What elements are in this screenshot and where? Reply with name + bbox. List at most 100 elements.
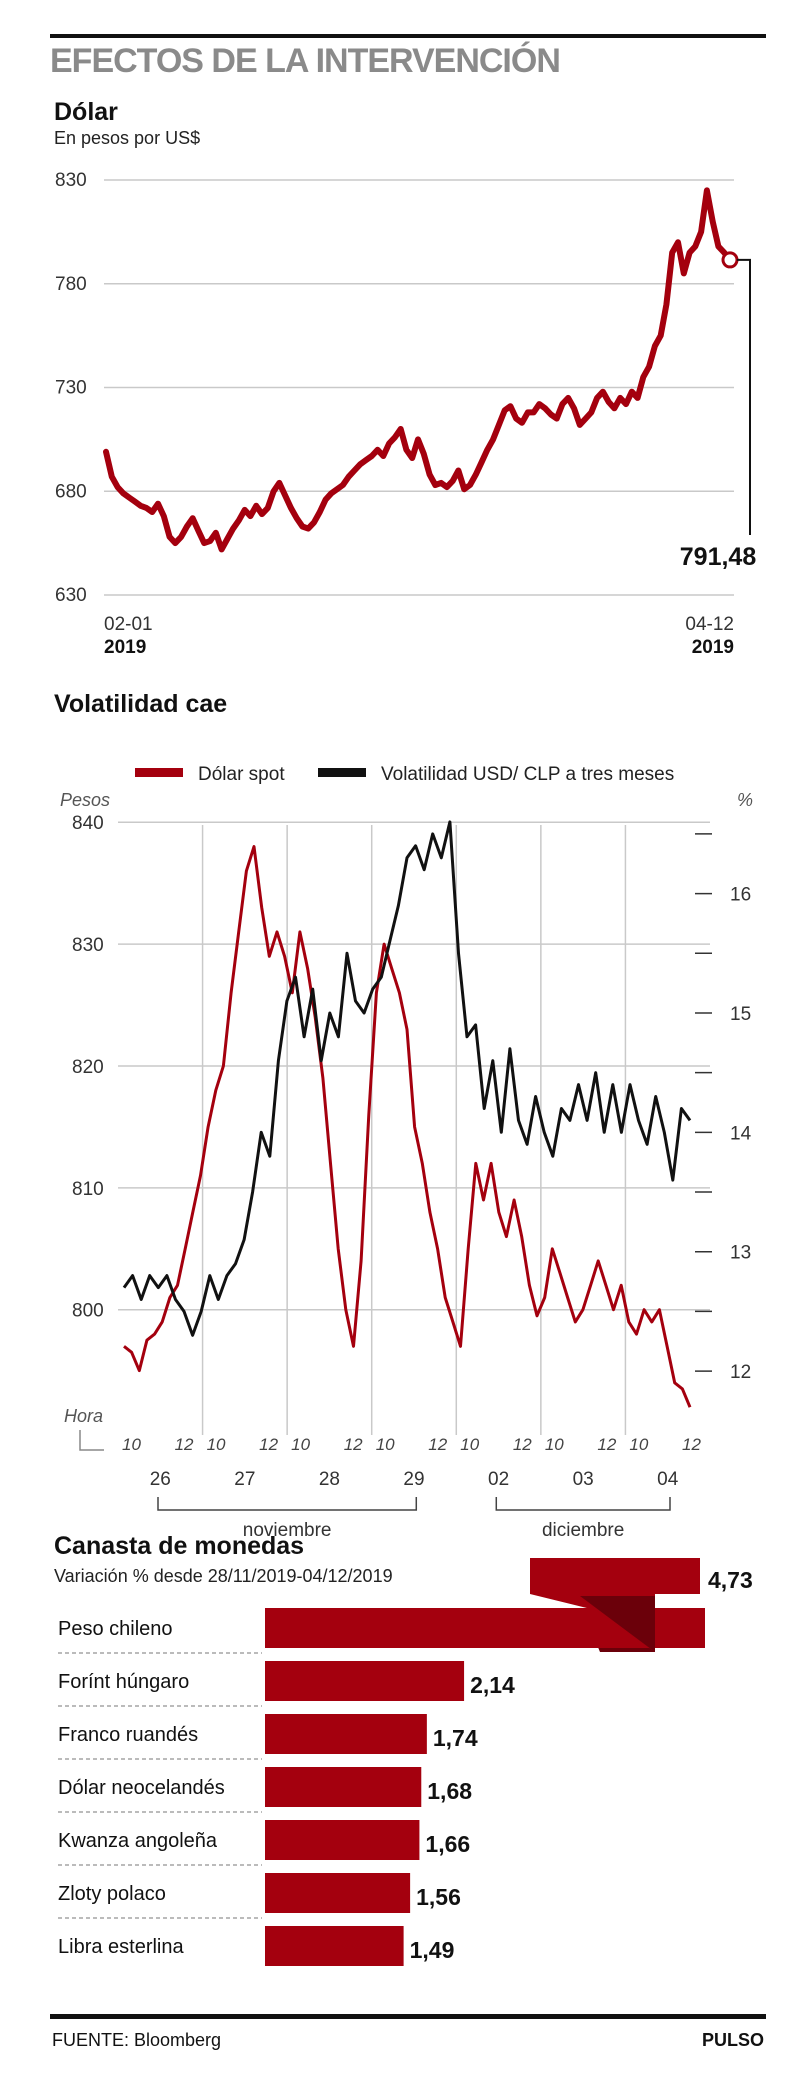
dolar-y-tick-label: 630 xyxy=(55,585,87,606)
dolar-y-axis: 630 680 730 780 830 xyxy=(55,170,87,606)
dolar-line-chart: 630 680 730 780 830 791,48 02-01 2019 04-12 … xyxy=(55,170,757,658)
bar xyxy=(265,1926,404,1966)
dolar-y-tick-label: 680 xyxy=(55,481,87,502)
bar-value-label: 1,66 xyxy=(425,1831,470,1857)
dolar-unit: En pesos por US$ xyxy=(54,128,201,148)
bar-value-label: 4,73 xyxy=(708,1567,753,1593)
month-label: diciembre xyxy=(542,1520,624,1541)
dolar-grid xyxy=(104,179,734,596)
legend-swatch-volatilidad xyxy=(318,768,366,777)
hora-bracket xyxy=(79,1430,104,1451)
bar-category-label: Libra esterlina xyxy=(58,1936,185,1958)
hour-tick-label: 12 xyxy=(513,1435,532,1454)
month-label: noviembre xyxy=(243,1520,332,1541)
dolar-last-value-callout-line xyxy=(737,258,751,535)
y-right-tick-label: 16 xyxy=(730,885,751,906)
day-label: 29 xyxy=(403,1469,424,1490)
day-label: 28 xyxy=(319,1469,340,1490)
series-line-dolar-spot xyxy=(123,845,692,1408)
bar xyxy=(265,1767,422,1807)
bar xyxy=(265,1661,465,1701)
y-right-axis: 12 13 14 15 16 xyxy=(695,833,752,1383)
dolar-x-axis: 02-01 2019 04-12 2019 xyxy=(104,614,734,658)
footer-rule xyxy=(50,2014,766,2019)
dolar-last-point xyxy=(721,251,739,269)
hour-tick-label: 10 xyxy=(207,1435,226,1454)
day-label: 26 xyxy=(150,1469,171,1490)
hour-tick-label: 12 xyxy=(175,1435,194,1454)
bar-category-label: Zloty polaco xyxy=(58,1883,166,1905)
bar-category-label: Kwanza angoleña xyxy=(58,1830,218,1852)
y-right-tick-label: 13 xyxy=(730,1243,751,1264)
hour-tick-label: 12 xyxy=(259,1435,278,1454)
canasta-bar-chart: Peso chileno 4,73 Forínt húngaro 2,14 Franco… xyxy=(58,1558,753,1966)
canasta-subtitle: Variación % desde 28/11/2019-04/12/2019 xyxy=(54,1566,393,1586)
y-left-tick-label: 800 xyxy=(72,1301,104,1322)
bar-value-label: 1,49 xyxy=(410,1937,455,1963)
legend-swatch-dolar-spot xyxy=(135,768,183,777)
dolar-last-value-label: 791,48 xyxy=(680,543,757,571)
hour-tick-label: 10 xyxy=(376,1435,395,1454)
bar-category-label: Franco ruandés xyxy=(58,1724,198,1746)
canasta-title: Canasta de monedas xyxy=(54,1532,305,1560)
hour-tick-label: 12 xyxy=(682,1435,701,1454)
y-left-tick-label: 840 xyxy=(72,813,104,834)
legend-label-volatilidad: Volatilidad USD/ CLP a tres meses xyxy=(381,764,674,785)
dolar-title: Dólar xyxy=(54,98,118,126)
bar-value-label: 2,14 xyxy=(470,1672,515,1698)
bar xyxy=(265,1873,411,1913)
day-label: 02 xyxy=(488,1469,509,1490)
bar xyxy=(265,1820,420,1860)
volatilidad-title: Volatilidad cae xyxy=(54,690,228,718)
hour-tick-label: 10 xyxy=(122,1435,141,1454)
month-bracket xyxy=(157,1497,418,1511)
y-left-tick-label: 820 xyxy=(72,1057,104,1078)
hour-tick-label: 12 xyxy=(597,1435,616,1454)
bar-fold-triangle xyxy=(580,1596,655,1652)
bar-category-label: Dólar neocelandés xyxy=(58,1777,225,1799)
x-end-year: 2019 xyxy=(692,637,734,658)
main-title: EFECTOS DE LA INTERVENCIÓN xyxy=(50,42,561,80)
top-rule xyxy=(50,34,766,38)
y-left-tick-label: 830 xyxy=(72,935,104,956)
y-right-tick-label: 15 xyxy=(730,1004,751,1025)
x-axis-title: Hora xyxy=(64,1406,103,1426)
y-left-axis-title: Pesos xyxy=(60,790,110,810)
y-left-axis: 800 810 820 830 840 xyxy=(72,813,104,1322)
dolar-y-tick-label: 780 xyxy=(55,274,87,295)
x-end-day: 04-12 xyxy=(685,614,734,635)
brand-logo: PULSO xyxy=(701,2030,764,2050)
legend-label-dolar-spot: Dólar spot xyxy=(198,764,285,785)
hour-tick-label: 12 xyxy=(344,1435,363,1454)
y-right-tick-label: 14 xyxy=(730,1123,752,1144)
day-label: 04 xyxy=(657,1469,679,1490)
bar-category-label: Peso chileno xyxy=(58,1618,173,1640)
y-left-tick-label: 810 xyxy=(72,1179,104,1200)
bar-value-label: 1,68 xyxy=(427,1778,472,1804)
hour-tick-label: 10 xyxy=(545,1435,564,1454)
x-axis-months: noviembre diciembre xyxy=(157,1497,671,1541)
bar-category-label: Forínt húngaro xyxy=(58,1671,189,1693)
y-right-tick-label: 12 xyxy=(730,1362,751,1383)
bar-value-label: 1,74 xyxy=(433,1725,478,1751)
dolar-y-tick-label: 730 xyxy=(55,378,87,399)
hour-tick-label: 10 xyxy=(460,1435,479,1454)
volatilidad-dual-axis-chart: Dólar spot Volatilidad USD/ CLP a tres m… xyxy=(60,764,753,1541)
bar-value-label: 1,56 xyxy=(416,1884,461,1910)
dolar-series-line xyxy=(103,187,733,553)
day-label: 27 xyxy=(234,1469,255,1490)
dolar-y-tick-label: 830 xyxy=(55,170,87,191)
y-right-axis-title: % xyxy=(737,790,753,810)
source-note: FUENTE: Bloomberg xyxy=(52,2030,222,2050)
canasta-bars: Peso chileno 4,73 Forínt húngaro 2,14 Franco… xyxy=(58,1558,753,1966)
x-start-day: 02-01 xyxy=(104,614,153,635)
hour-tick-label: 12 xyxy=(428,1435,447,1454)
hour-tick-label: 10 xyxy=(291,1435,310,1454)
bar xyxy=(265,1714,427,1754)
series-line-volatilidad xyxy=(122,820,692,1337)
x-start-year: 2019 xyxy=(104,637,146,658)
legend: Dólar spot Volatilidad USD/ CLP a tres m… xyxy=(135,764,674,785)
day-label: 03 xyxy=(573,1469,594,1490)
month-bracket xyxy=(495,1497,671,1511)
